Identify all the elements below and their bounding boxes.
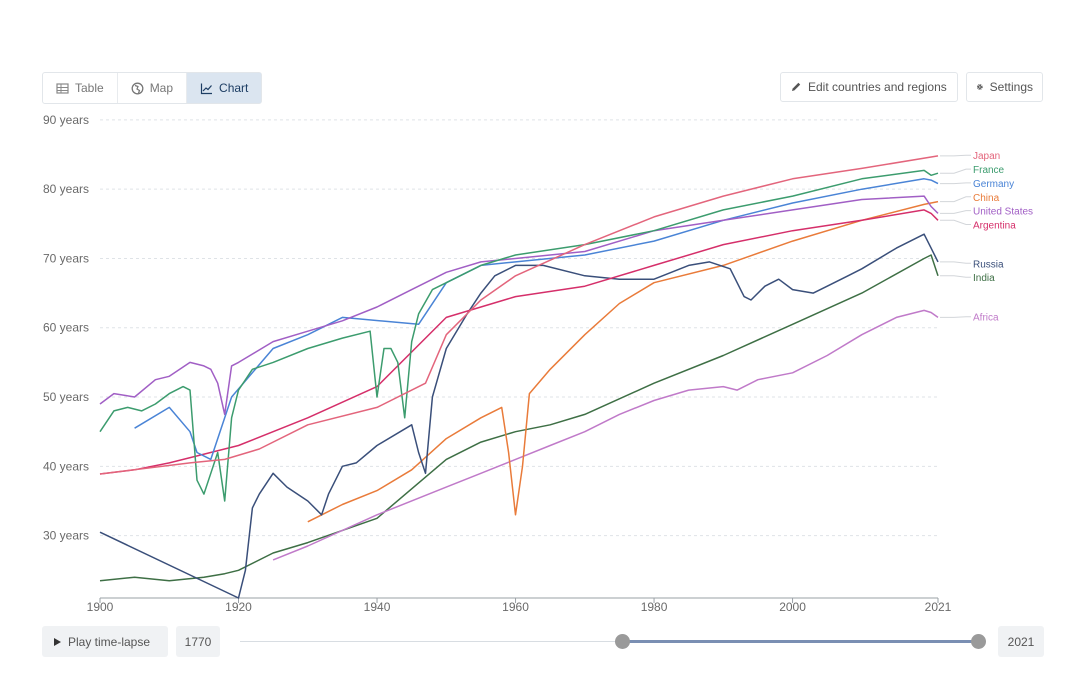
settings-button[interactable]: Settings xyxy=(966,72,1043,102)
grid xyxy=(100,119,938,537)
tab-chart[interactable]: Chart xyxy=(186,73,262,103)
y-tick-label: 60 years xyxy=(43,321,89,335)
label-connector xyxy=(940,154,971,157)
tab-table-label: Table xyxy=(75,81,104,95)
settings-label: Settings xyxy=(989,80,1033,94)
label-connector xyxy=(940,219,971,225)
x-tick-label: 1980 xyxy=(641,600,668,614)
label-connector xyxy=(940,275,971,278)
edit-countries-button[interactable]: Edit countries and regions xyxy=(780,72,958,102)
series-line-russia[interactable] xyxy=(99,233,939,599)
tab-map[interactable]: Map xyxy=(116,73,186,103)
label-connector xyxy=(940,210,971,214)
series-label-argentina[interactable]: Argentina xyxy=(973,220,1016,231)
table-icon xyxy=(56,82,69,94)
series-line-germany[interactable] xyxy=(134,178,939,461)
timeline-selected-range xyxy=(622,640,978,643)
label-connector xyxy=(940,182,971,185)
series-lines xyxy=(99,155,939,599)
edit-countries-label: Edit countries and regions xyxy=(808,80,947,94)
label-connector xyxy=(940,196,971,203)
play-timelapse-label: Play time-lapse xyxy=(68,634,151,649)
x-tick-label: 1940 xyxy=(364,600,391,614)
series-line-japan[interactable] xyxy=(99,155,939,475)
x-tick-label: 1900 xyxy=(87,600,114,614)
line-chart-icon xyxy=(200,83,213,94)
tab-map-label: Map xyxy=(149,81,174,95)
y-tick-label: 40 years xyxy=(43,459,89,473)
play-icon xyxy=(54,637,61,646)
timeline-start-handle[interactable] xyxy=(615,634,630,649)
tab-table[interactable]: Table xyxy=(43,73,117,103)
label-connector xyxy=(940,261,971,264)
series-label-india[interactable]: India xyxy=(973,273,995,284)
x-tick-label: 1920 xyxy=(225,600,252,614)
series-line-france[interactable] xyxy=(99,169,939,502)
view-tabs: Table Map Chart xyxy=(42,72,263,104)
label-connector xyxy=(940,316,971,318)
series-label-france[interactable]: France xyxy=(973,165,1005,176)
series-line-argentina[interactable] xyxy=(99,209,939,475)
series-label-china[interactable]: China xyxy=(973,193,1000,204)
y-tick-label: 30 years xyxy=(43,529,89,543)
pencil-icon xyxy=(792,82,801,91)
legend-labels: Japan France Germany China United States Arge… xyxy=(940,151,1033,324)
series-label-russia[interactable]: Russia xyxy=(973,259,1004,270)
x-tick-label: 1960 xyxy=(502,600,529,614)
y-tick-label: 70 years xyxy=(43,251,89,265)
end-year-box[interactable]: 2021 xyxy=(998,626,1044,657)
series-line-china[interactable] xyxy=(307,200,939,523)
x-tick-label: 2000 xyxy=(779,600,806,614)
series-label-united-states[interactable]: United States xyxy=(973,207,1033,218)
series-line-united-states[interactable] xyxy=(99,195,939,416)
play-timelapse-button[interactable]: Play time-lapse xyxy=(42,626,168,657)
timeline-track[interactable] xyxy=(240,641,980,642)
y-tick-label: 50 years xyxy=(43,390,89,404)
axes: 30 years 40 years 50 years 60 years 70 years… xyxy=(43,113,952,614)
series-label-germany[interactable]: Germany xyxy=(973,179,1014,190)
series-label-africa[interactable]: Africa xyxy=(973,313,999,324)
x-tick-label: 2021 xyxy=(925,600,952,614)
y-tick-label: 80 years xyxy=(43,182,89,196)
series-line-india[interactable] xyxy=(99,254,939,582)
series-line-africa[interactable] xyxy=(272,309,939,561)
series-label-japan[interactable]: Japan xyxy=(973,151,1000,162)
start-year-box[interactable]: 1770 xyxy=(176,626,220,657)
timeline-end-handle[interactable] xyxy=(971,634,986,649)
globe-icon xyxy=(131,82,144,94)
gear-icon xyxy=(976,84,983,90)
y-tick-label: 90 years xyxy=(43,113,89,127)
tab-chart-label: Chart xyxy=(219,81,249,95)
label-connector xyxy=(940,168,971,174)
